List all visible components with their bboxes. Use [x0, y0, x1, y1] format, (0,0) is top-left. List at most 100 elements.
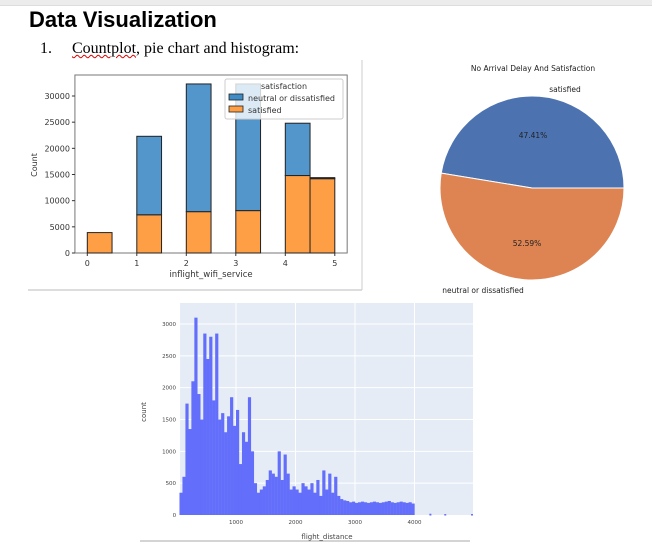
histogram-bar: [375, 502, 379, 515]
histogram-bar: [405, 502, 409, 515]
histogram-bar: [230, 397, 234, 515]
histogram-bar: [289, 489, 293, 515]
y-tick-label: 20000: [44, 144, 69, 153]
histogram-bar: [322, 470, 326, 515]
histogram-bar: [471, 514, 474, 516]
ruler: [0, 0, 652, 6]
histogram-bar: [307, 489, 311, 515]
histogram-bar: [349, 502, 353, 515]
x-tick-label: 0: [85, 259, 90, 268]
misspelled-word: Countplot: [72, 40, 137, 57]
histogram-bar: [253, 483, 258, 515]
y-tick-label: 15000: [44, 171, 69, 180]
histogram-bar: [429, 513, 432, 516]
histogram-bar: [319, 495, 323, 515]
bar-satisfied: [235, 210, 262, 254]
histogram-bar: [313, 492, 317, 515]
histogram-bar: [366, 502, 371, 515]
histogram-bar: [271, 473, 275, 515]
y-tick-label: 0: [173, 513, 177, 519]
y-tick-label: 1500: [162, 418, 176, 424]
histogram-bar: [203, 333, 207, 515]
histogram-bar: [256, 492, 260, 515]
bar-neutral-or-dissatisfied: [284, 122, 311, 177]
histogram-bar: [304, 486, 308, 515]
histogram-bar: [185, 403, 189, 515]
pie-label: satisfied: [549, 85, 581, 94]
histogram-bar: [393, 502, 397, 515]
x-tick-label: 4: [283, 259, 288, 268]
y-tick-label: 0: [65, 249, 70, 258]
histogram-bar: [399, 501, 403, 515]
legend: satisfaction neutral or dissatisfied satis…: [224, 78, 344, 120]
histogram-bar: [298, 492, 302, 515]
histogram-bar: [286, 473, 290, 515]
histogram-bar: [357, 502, 362, 515]
legend-title: satisfaction: [261, 82, 307, 91]
histogram-bar: [191, 381, 195, 515]
legend-box: [224, 78, 344, 120]
histogram-bar: [360, 501, 365, 515]
histogram-bar: [346, 500, 350, 515]
histogram-bar: [244, 441, 249, 515]
histogram-bar: [444, 514, 447, 516]
histogram-bar: [227, 416, 231, 515]
histogram-bar: [381, 502, 385, 515]
histogram-bar: [402, 502, 406, 515]
page-heading: Data Visualization: [29, 7, 217, 32]
histogram-bar: [188, 429, 192, 515]
y-tick-label: 1000: [162, 449, 176, 455]
histogram-bar: [215, 333, 219, 515]
bar-satisfied: [136, 214, 163, 254]
y-tick-label: 5000: [50, 223, 70, 232]
histogram-bar: [224, 432, 228, 515]
histogram-bar: [236, 409, 240, 515]
histogram-bar: [262, 486, 266, 515]
histogram-bar: [206, 359, 210, 515]
histogram-bar: [197, 394, 201, 515]
x-tick-label: 4000: [408, 520, 422, 526]
pie-label: neutral or dissatisfied: [442, 286, 524, 295]
histogram-bar: [179, 492, 183, 515]
histogram-bar: [268, 470, 272, 515]
y-tick-label: 500: [166, 481, 177, 487]
histogram-bar: [378, 502, 382, 515]
pie-pct-label: 52.59%: [513, 239, 542, 248]
x-tick-label: 2: [184, 259, 189, 268]
pie-title: No Arrival Delay And Satisfaction: [471, 64, 596, 73]
x-tick-label: 3: [233, 259, 238, 268]
histogram-bar: [221, 413, 225, 515]
y-tick-label: 2000: [162, 386, 176, 392]
histogram-bar: [259, 489, 263, 515]
histogram-bar: [295, 489, 299, 515]
list-text: , pie chart and histogram:: [136, 40, 300, 57]
histogram-bar: [247, 397, 252, 515]
bar-satisfied: [284, 175, 311, 254]
histogram-bar: [396, 502, 400, 515]
histogram-bar: [238, 464, 243, 515]
list-item: 1. Countplot, pie chart and histogram:: [40, 40, 299, 58]
x-tick-label: 2000: [289, 520, 303, 526]
x-axis-label: flight_distance: [301, 533, 352, 541]
histogram-bar: [352, 501, 356, 515]
histogram-bar: [250, 451, 255, 515]
histogram-bar: [218, 419, 222, 515]
histogram-bar: [316, 479, 320, 515]
histogram-bar: [340, 499, 344, 515]
legend-label: satisfied: [248, 106, 282, 115]
histogram-bar: [411, 503, 415, 515]
histogram-bar: [408, 502, 412, 515]
pie-slice: [440, 95, 625, 189]
histogram-bar: [384, 501, 388, 515]
histogram-bar: [212, 400, 216, 515]
histogram-bar: [343, 500, 347, 515]
x-axis-label: inflight_wifi_service: [169, 270, 252, 280]
histogram-bar: [337, 495, 341, 515]
histogram-bar: [331, 492, 335, 515]
x-tick-label: 1000: [229, 520, 243, 526]
histogram-bar: [209, 336, 213, 515]
legend-label: neutral or dissatisfied: [248, 94, 335, 103]
legend-swatch: [228, 93, 244, 101]
histogram-bar: [363, 502, 368, 515]
